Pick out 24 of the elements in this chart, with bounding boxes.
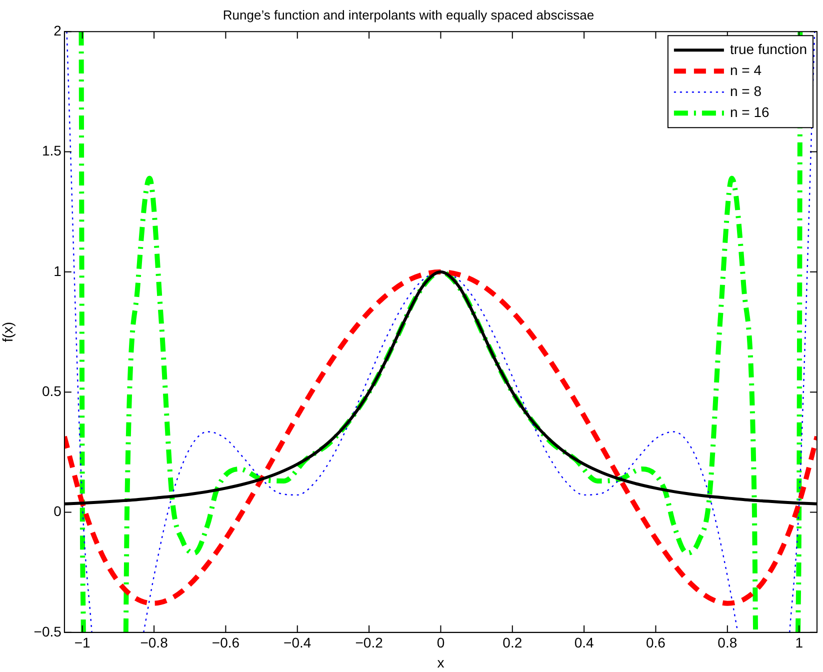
- x-tick-label: 0.2: [502, 634, 522, 651]
- x-tick-label: −0.8: [140, 634, 168, 651]
- legend-label: n = 16: [730, 104, 770, 120]
- x-tick-label: −0.6: [212, 634, 240, 651]
- y-tick-label: −0.5: [34, 623, 62, 640]
- x-tick-label: 0.8: [718, 634, 738, 651]
- y-tick-label: 0: [54, 503, 62, 520]
- y-tick-label: 0.5: [42, 382, 62, 399]
- x-tick-label: −1: [74, 634, 91, 651]
- x-tick-label: 0: [436, 634, 445, 651]
- legend-label: n = 8: [730, 82, 762, 99]
- x-tick-label: 0.4: [574, 634, 594, 651]
- legend-label: n = 4: [730, 62, 762, 78]
- y-axis-title: f(x): [0, 322, 16, 342]
- y-tick-label: 1: [54, 262, 62, 279]
- x-tick-label: −0.4: [284, 634, 312, 651]
- y-tick-label: 1.5: [42, 142, 62, 159]
- chart-title: Runge’s function and interpolants with equally spaced abscissae: [222, 7, 594, 22]
- x-axis-title: x: [437, 654, 444, 670]
- x-tick-label: 1: [795, 634, 804, 651]
- x-tick-label: −0.2: [355, 634, 384, 651]
- legend-label: true function: [730, 40, 808, 57]
- y-tick-label: 2: [54, 22, 62, 38]
- x-tick-label: 0.6: [646, 634, 666, 651]
